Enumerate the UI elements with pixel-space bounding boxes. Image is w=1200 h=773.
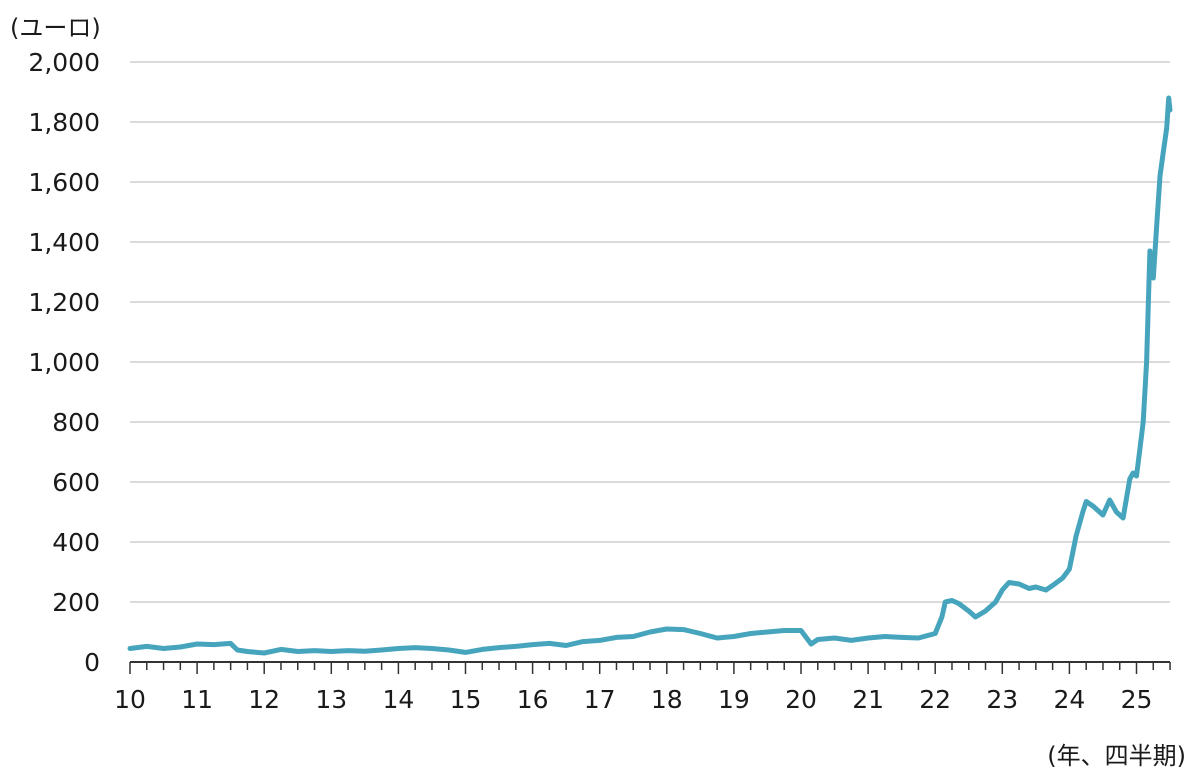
x-tick-label: 19 (718, 685, 750, 714)
y-tick-label: 2,000 (28, 48, 100, 77)
y-tick-label: 800 (52, 408, 100, 437)
x-tick-label: 12 (248, 685, 280, 714)
y-tick-label: 1,600 (28, 168, 100, 197)
y-tick-label: 1,400 (28, 228, 100, 257)
x-axis (129, 661, 1171, 674)
y-tick-label: 1,800 (28, 108, 100, 137)
y-tick-label: 600 (52, 468, 100, 497)
x-tick-label: 18 (651, 685, 683, 714)
x-tick-label: 15 (450, 685, 482, 714)
x-tick-label: 13 (315, 685, 347, 714)
series-line (127, 95, 1173, 656)
y-tick-label: 1,200 (28, 288, 100, 317)
x-tick-label: 21 (852, 685, 884, 714)
x-tick-label: 22 (919, 685, 951, 714)
x-tick-label: 23 (986, 685, 1018, 714)
x-tick-label: 10 (114, 685, 146, 714)
y-tick-label: 0 (84, 648, 100, 677)
y-axis-label: (ユーロ) (10, 14, 101, 42)
x-tick-label: 16 (517, 685, 549, 714)
x-tick-label: 20 (785, 685, 817, 714)
y-tick-label: 400 (52, 528, 100, 557)
x-tick-label: 25 (1121, 685, 1153, 714)
x-tick-label: 11 (181, 685, 213, 714)
x-tick-label: 17 (584, 685, 616, 714)
y-tick-label: 200 (52, 588, 100, 617)
x-axis-label: (年、四半期) (1047, 742, 1186, 770)
x-tick-label: 24 (1053, 685, 1085, 714)
y-tick-label: 1,000 (28, 348, 100, 377)
y-tick-labels: 0 200 400 600 800 1,000 1,200 1,400 1,600 1,800 2,… (28, 48, 100, 677)
x-tick-labels: 10 11 12 13 14 15 16 17 18 19 20 21 22 23 24 25 (114, 685, 1152, 714)
x-tick-label: 14 (382, 685, 414, 714)
gridlines (130, 61, 1170, 603)
